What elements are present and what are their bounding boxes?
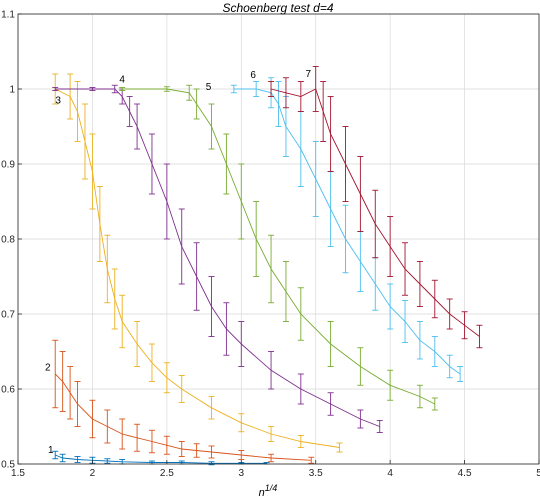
y-tick-label: 1.1	[1, 10, 15, 21]
ticks: 1.5 2 2.5 3 3.5 4 4.5 5 0.5 0.6 0.7 0.8 0.9 1 1.1	[1, 10, 540, 480]
x-tick-label: 3	[239, 468, 245, 479]
x-axis-label-exponent: 1/4	[265, 483, 278, 493]
y-tick-label: 1	[9, 85, 15, 96]
x-tick-label: 4.5	[458, 468, 472, 479]
curve-label: 3	[55, 95, 61, 106]
x-tick-label: 4	[387, 468, 393, 479]
curve-label: 7	[305, 69, 311, 80]
series-line	[54, 373, 312, 461]
series-7	[268, 66, 483, 349]
series-line	[270, 88, 480, 337]
curve-label: 5	[206, 82, 212, 93]
curve-label: 1	[48, 445, 54, 456]
y-tick-label: 0.7	[1, 310, 15, 321]
series-2	[52, 339, 315, 464]
curve-label: 6	[250, 70, 256, 81]
y-tick-label: 0.8	[1, 235, 15, 246]
chart-title: Schoenberg test d=4	[222, 1, 333, 15]
x-tick-label: 1.5	[11, 468, 25, 479]
series-line	[55, 88, 380, 427]
curve-label: 2	[45, 362, 51, 373]
x-axis-label: n1/4	[259, 483, 278, 498]
y-tick-label: 0.9	[1, 160, 15, 171]
curve-labels: 1 2 3 4 5 6 7	[45, 69, 311, 456]
x-tick-label: 5	[536, 468, 540, 479]
x-tick-label: 2.5	[160, 468, 174, 479]
y-tick-label: 0.5	[1, 460, 15, 471]
x-axis-label-base: n	[259, 487, 265, 498]
x-tick-label: 3.5	[309, 468, 323, 479]
y-tick-label: 0.6	[1, 385, 15, 396]
series-group	[52, 66, 483, 466]
series-3	[52, 73, 343, 453]
series-line	[122, 88, 436, 405]
x-tick-label: 2	[90, 468, 96, 479]
series-4	[52, 84, 383, 433]
curve-label: 4	[119, 74, 125, 85]
series-6	[230, 77, 464, 382]
series-5	[119, 84, 438, 411]
series-line	[54, 88, 340, 448]
